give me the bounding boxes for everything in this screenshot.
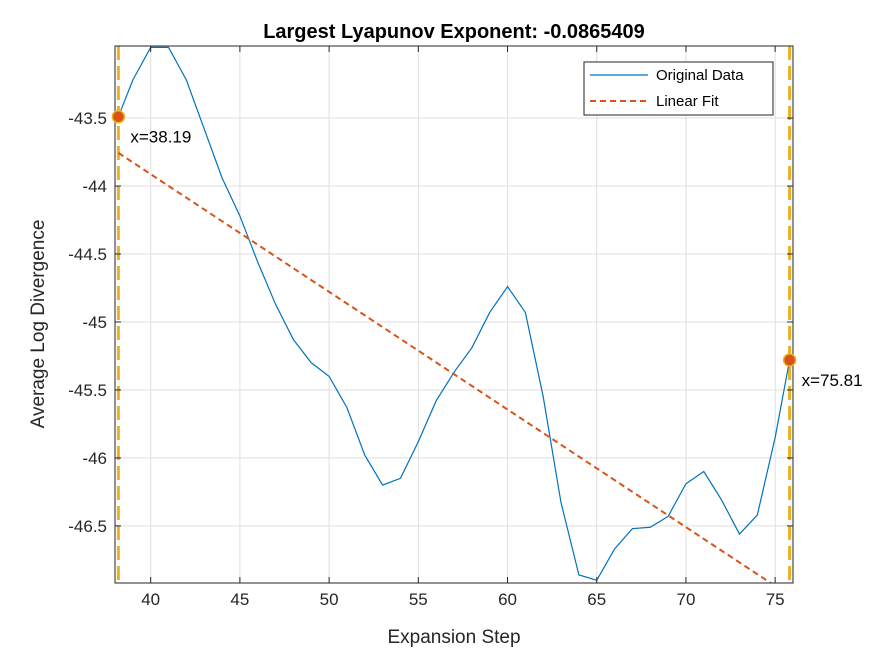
- x-tick-label: 70: [676, 590, 695, 609]
- x-tick-label: 60: [498, 590, 517, 609]
- y-tick-label: -43.5: [68, 109, 107, 128]
- series-layer: [117, 46, 791, 583]
- x-tick-label: 40: [141, 590, 160, 609]
- y-tick-label: -44.5: [68, 245, 107, 264]
- endpoint-annotation: x=38.19: [130, 128, 191, 147]
- x-axis-label: Expansion Step: [387, 627, 520, 648]
- y-tick-label: -44: [82, 177, 107, 196]
- markers: x=38.19 x=75.81: [111, 109, 863, 390]
- vertical-lines: [116, 46, 792, 583]
- x-tick-label: 55: [409, 590, 428, 609]
- linear-fit-line: [117, 152, 773, 583]
- plot-frame: [114, 45, 794, 584]
- y-axis-label: Average Log Divergence: [28, 220, 49, 429]
- grid: [115, 46, 793, 583]
- legend: Original Data Linear Fit: [583, 61, 774, 116]
- y-axis-ticks: -43.5 -44 -44.5 -45 -45.5 -46 -46.5: [68, 109, 793, 536]
- x-tick-label: 45: [230, 590, 249, 609]
- y-tick-label: -45: [82, 313, 107, 332]
- x-axis-ticks: 40 45 50 55 60 65 70 75: [141, 46, 785, 609]
- original-data-line: [117, 46, 791, 581]
- y-tick-label: -46.5: [68, 517, 107, 536]
- x-tick-label: 75: [766, 590, 785, 609]
- endpoint-annotation: x=75.81: [802, 371, 863, 390]
- legend-entry-linear-fit: Linear Fit: [656, 93, 719, 110]
- legend-box: [583, 61, 774, 116]
- x-tick-label: 65: [587, 590, 606, 609]
- legend-entry-original-data: Original Data: [656, 67, 744, 84]
- endpoint-marker: [111, 109, 126, 124]
- x-tick-label: 50: [320, 590, 339, 609]
- endpoint-marker: [782, 353, 797, 367]
- plot-background: [115, 46, 793, 583]
- y-tick-label: -45.5: [68, 381, 107, 400]
- chart-title: Largest Lyapunov Exponent: -0.0865409: [263, 21, 645, 43]
- y-tick-label: -46: [82, 449, 107, 468]
